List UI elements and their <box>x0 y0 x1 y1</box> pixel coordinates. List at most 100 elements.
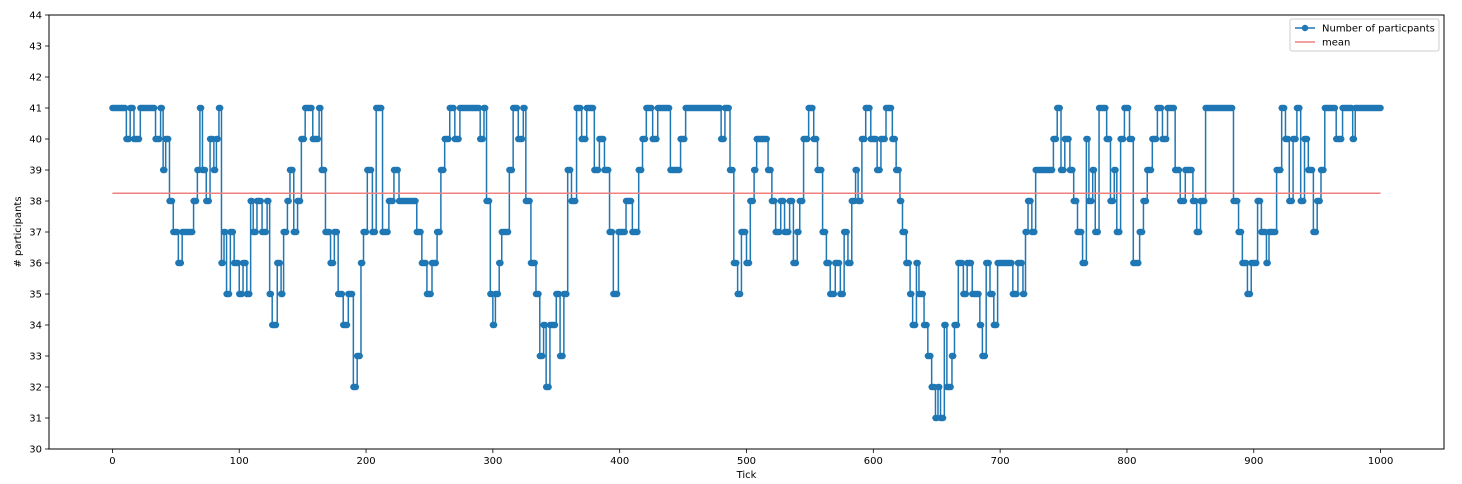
data-point <box>161 166 168 174</box>
data-point <box>1331 104 1339 112</box>
data-point <box>648 104 655 112</box>
data-point <box>641 135 649 143</box>
data-point <box>539 352 546 360</box>
plot-series <box>109 104 1384 422</box>
data-point <box>780 197 787 205</box>
data-point <box>589 104 597 112</box>
data-point <box>518 135 526 143</box>
y-tick-label: 43 <box>29 42 42 53</box>
data-point <box>1084 135 1091 143</box>
data-point <box>559 352 566 360</box>
data-point <box>285 197 292 205</box>
data-point <box>1056 104 1063 112</box>
data-point <box>300 135 308 143</box>
legend-box <box>1289 18 1440 52</box>
data-point <box>217 104 224 112</box>
data-point <box>521 104 528 112</box>
data-point <box>861 135 868 143</box>
data-point <box>1073 197 1080 205</box>
data-point <box>177 259 185 267</box>
data-point <box>776 228 783 236</box>
data-point <box>257 197 264 205</box>
data-point <box>1296 104 1303 112</box>
data-point <box>1090 166 1098 174</box>
y-tick-label: 37 <box>29 228 42 239</box>
data-point <box>1246 290 1254 298</box>
data-point <box>771 197 778 205</box>
x-tick-label: 600 <box>864 456 883 467</box>
data-point <box>225 290 233 298</box>
data-point <box>214 135 221 143</box>
data-point <box>1060 166 1067 174</box>
y-tick-label: 44 <box>29 11 42 22</box>
data-point <box>923 321 930 329</box>
data-point <box>135 135 143 143</box>
data-point <box>417 228 424 236</box>
data-point <box>1116 228 1123 236</box>
data-point <box>818 166 825 174</box>
data-point <box>1125 104 1132 112</box>
data-point <box>308 104 315 112</box>
data-point <box>526 197 533 205</box>
data-point <box>1377 104 1384 112</box>
data-point <box>440 166 447 174</box>
data-point <box>242 259 249 267</box>
data-point <box>432 259 439 267</box>
data-point <box>508 166 516 174</box>
data-point <box>936 383 943 391</box>
data-point <box>1281 104 1288 112</box>
legend: Number of particpants mean <box>1289 18 1440 52</box>
data-point <box>1253 259 1260 267</box>
data-point <box>427 290 434 298</box>
y-tick-label: 36 <box>29 259 42 270</box>
data-point <box>246 290 253 298</box>
data-point <box>1048 166 1056 174</box>
x-tick-label: 900 <box>1244 456 1263 467</box>
data-point <box>621 228 628 236</box>
data-point <box>1078 228 1085 236</box>
data-point <box>436 228 443 236</box>
data-point <box>1023 228 1030 236</box>
data-point <box>1312 228 1320 236</box>
x-axis-label: Tick <box>736 470 757 481</box>
data-point <box>262 228 270 236</box>
y-tick-label: 35 <box>29 290 42 301</box>
data-point <box>267 290 275 298</box>
data-point <box>767 166 774 174</box>
data-point <box>333 228 341 236</box>
data-point <box>866 104 873 112</box>
data-point <box>1027 197 1034 205</box>
y-tick-label: 30 <box>29 445 42 456</box>
data-point <box>535 290 542 298</box>
data-point <box>742 228 749 236</box>
data-point <box>577 104 584 112</box>
data-point <box>238 290 245 298</box>
data-point <box>1008 259 1015 267</box>
data-point <box>1303 135 1311 143</box>
data-point <box>348 290 356 298</box>
data-point <box>362 228 370 236</box>
data-point <box>813 135 820 143</box>
y-axis-label: # participants <box>13 196 24 267</box>
data-point <box>371 228 379 236</box>
data-point <box>248 197 256 205</box>
data-point <box>234 259 242 267</box>
data-point <box>605 166 612 174</box>
data-point <box>653 135 660 143</box>
data-point <box>1234 197 1241 205</box>
data-point <box>942 321 949 329</box>
data-point <box>939 414 947 422</box>
data-point <box>151 104 158 112</box>
data-point <box>389 197 396 205</box>
data-point <box>551 321 559 329</box>
data-point <box>1109 197 1117 205</box>
data-point <box>482 104 489 112</box>
x-tick-label: 200 <box>356 456 375 467</box>
data-point <box>1277 166 1284 174</box>
data-point <box>716 104 724 112</box>
data-point <box>156 135 163 143</box>
data-point <box>1094 228 1101 236</box>
data-point <box>219 259 226 267</box>
x-tick-label: 700 <box>991 456 1010 467</box>
data-point <box>1158 104 1165 112</box>
